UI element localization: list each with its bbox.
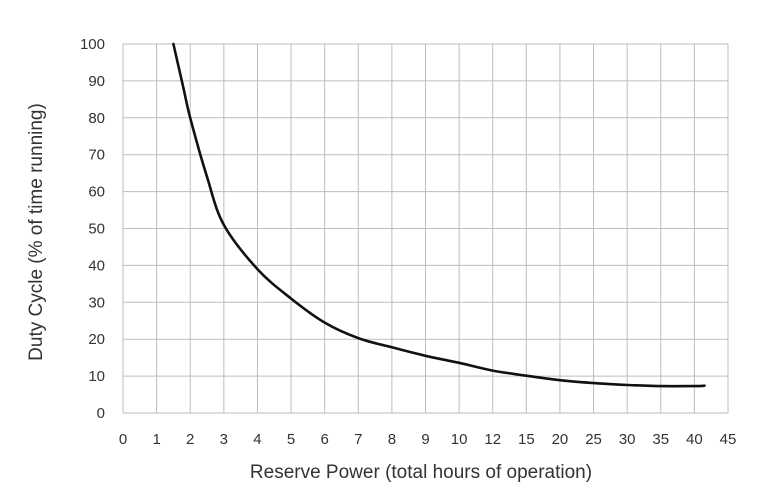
y-tick-label: 0 <box>97 405 105 422</box>
x-tick-label: 15 <box>518 431 535 448</box>
x-tick-label: 4 <box>253 431 261 448</box>
x-tick-label: 45 <box>720 431 737 448</box>
x-tick-label: 40 <box>686 431 703 448</box>
y-tick-label: 90 <box>88 73 105 90</box>
x-tick-label: 2 <box>186 431 194 448</box>
x-tick-label: 10 <box>451 431 468 448</box>
x-tick-label: 30 <box>619 431 636 448</box>
x-tick-label: 12 <box>484 431 501 448</box>
x-tick-label: 35 <box>652 431 669 448</box>
grid <box>122 43 729 414</box>
y-tick-labels: 0 10 20 30 40 50 60 70 80 90 100 <box>80 36 105 422</box>
x-tick-label: 9 <box>421 431 429 448</box>
x-tick-label: 0 <box>119 431 127 448</box>
y-tick-label: 80 <box>88 110 105 127</box>
y-tick-label: 10 <box>88 368 105 385</box>
x-tick-label: 7 <box>354 431 362 448</box>
y-tick-label: 100 <box>80 36 105 53</box>
x-tick-label: 6 <box>320 431 328 448</box>
x-tick-label: 3 <box>220 431 228 448</box>
x-tick-labels: 0 1 2 3 4 5 6 7 8 9 10 12 15 20 25 30 35 40 45 <box>119 431 737 448</box>
y-tick-label: 60 <box>88 184 105 201</box>
y-tick-label: 50 <box>88 221 105 238</box>
y-tick-label: 20 <box>88 331 105 348</box>
duty-cycle-curve <box>172 42 706 388</box>
x-axis-title: Reserve Power (total hours of operation) <box>250 462 592 483</box>
y-tick-label: 70 <box>88 147 105 164</box>
x-tick-label: 1 <box>152 431 160 448</box>
y-tick-label: 40 <box>88 257 105 274</box>
x-tick-label: 5 <box>287 431 295 448</box>
x-tick-label: 8 <box>388 431 396 448</box>
y-tick-label: 30 <box>88 294 105 311</box>
x-tick-label: 20 <box>552 431 569 448</box>
y-axis-title: Duty Cycle (% of time running) <box>26 103 47 361</box>
x-tick-label: 25 <box>585 431 602 448</box>
